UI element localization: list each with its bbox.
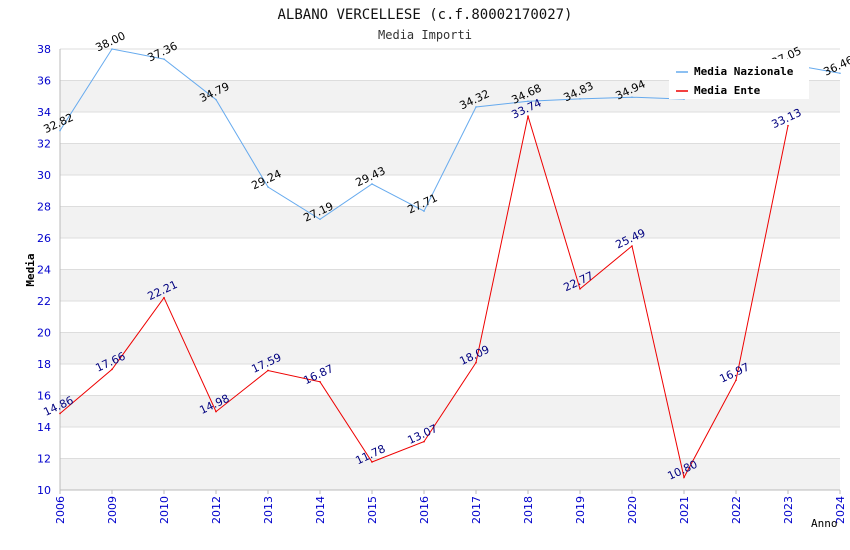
- background-band: [60, 206, 840, 238]
- background-band: [60, 175, 840, 207]
- y-axis-label: Media: [24, 253, 37, 286]
- y-tick-label: 12: [37, 453, 51, 466]
- background-band: [60, 332, 840, 364]
- y-tick-label: 38: [37, 43, 51, 56]
- data-point: [267, 369, 269, 372]
- data-point: [787, 124, 789, 127]
- y-tick-label: 14: [37, 421, 51, 434]
- y-tick-label: 34: [37, 106, 51, 119]
- data-point: [475, 361, 477, 364]
- x-tick-label: 2010: [158, 496, 171, 524]
- y-tick-label: 10: [37, 484, 51, 497]
- y-tick-label: 36: [37, 75, 51, 88]
- y-tick-label: 20: [37, 327, 51, 340]
- x-tick-label: 2014: [314, 496, 327, 524]
- data-point: [631, 245, 633, 247]
- legend-label-media-nazionale: Media Nazionale: [694, 65, 794, 78]
- data-point: [839, 72, 841, 75]
- x-axis-label: Anno: [811, 517, 838, 530]
- data-point: [579, 98, 581, 100]
- legend-box: [669, 59, 809, 99]
- legend: Media Nazionale Media Ente: [669, 59, 809, 99]
- x-tick-label: 2012: [210, 496, 223, 524]
- background-band: [60, 364, 840, 396]
- background-band: [60, 301, 840, 333]
- data-point: [59, 129, 61, 132]
- data-point: [215, 98, 217, 101]
- data-point: [111, 368, 113, 371]
- background-band: [60, 112, 840, 144]
- data-point: [59, 412, 61, 415]
- data-point: [163, 58, 165, 60]
- x-tick-label: 2019: [574, 496, 587, 524]
- x-tick-label: 2017: [470, 496, 483, 524]
- data-point: [163, 296, 165, 299]
- y-tick-label: 16: [37, 390, 51, 403]
- grid-lines: [60, 48, 840, 491]
- data-point: [631, 96, 633, 98]
- x-tick-label: 2015: [366, 496, 379, 524]
- data-point: [527, 100, 529, 103]
- x-tick-label: 2006: [54, 496, 67, 524]
- background-bands: [60, 49, 840, 490]
- y-tick-labels: 10 12 14 16 18 20 22 24 26 28 30 32 34 36 38: [37, 43, 51, 497]
- data-point: [423, 440, 425, 443]
- y-tick-label: 32: [37, 138, 51, 151]
- data-point: [475, 106, 477, 108]
- x-tick-label: 2024: [834, 496, 847, 524]
- y-tick-label: 18: [37, 358, 51, 371]
- x-tick-label: 2013: [262, 496, 275, 524]
- data-point: [423, 210, 425, 212]
- data-point: [111, 48, 113, 50]
- y-tick-label: 22: [37, 295, 51, 308]
- x-tick-label: 2020: [626, 496, 639, 524]
- data-point: [319, 380, 321, 383]
- background-band: [60, 395, 840, 427]
- x-tick-label: 2009: [106, 496, 119, 524]
- legend-label-media-ente: Media Ente: [694, 84, 761, 97]
- x-tick-label: 2023: [782, 496, 795, 524]
- data-point: [579, 288, 581, 290]
- x-tick-label: 2018: [522, 496, 535, 524]
- data-point: [371, 183, 373, 185]
- y-tick-label: 24: [37, 264, 51, 277]
- background-band: [60, 458, 840, 490]
- data-point: [215, 410, 217, 413]
- data-point: [527, 115, 529, 117]
- y-tick-label: 30: [37, 169, 51, 182]
- data-point: [267, 186, 269, 188]
- x-tick-label: 2021: [678, 496, 691, 524]
- data-point: [371, 461, 373, 463]
- x-tick-label: 2022: [730, 496, 743, 524]
- x-tick-labels: 2006 2009 2010 2012 2013 2014 2015 2016 2017 2018…: [54, 490, 847, 524]
- y-tick-label: 26: [37, 232, 51, 245]
- background-band: [60, 269, 840, 301]
- x-tick-label: 2016: [418, 496, 431, 524]
- background-band: [60, 427, 840, 459]
- chart-title: ALBANO VERCELLESE (c.f.80002170027): [277, 7, 572, 23]
- background-band: [60, 238, 840, 270]
- data-point: [683, 476, 685, 479]
- data-point: [319, 218, 321, 221]
- chart-subtitle: Media Importi: [378, 28, 472, 42]
- data-point: [735, 379, 737, 382]
- y-tick-label: 28: [37, 201, 51, 214]
